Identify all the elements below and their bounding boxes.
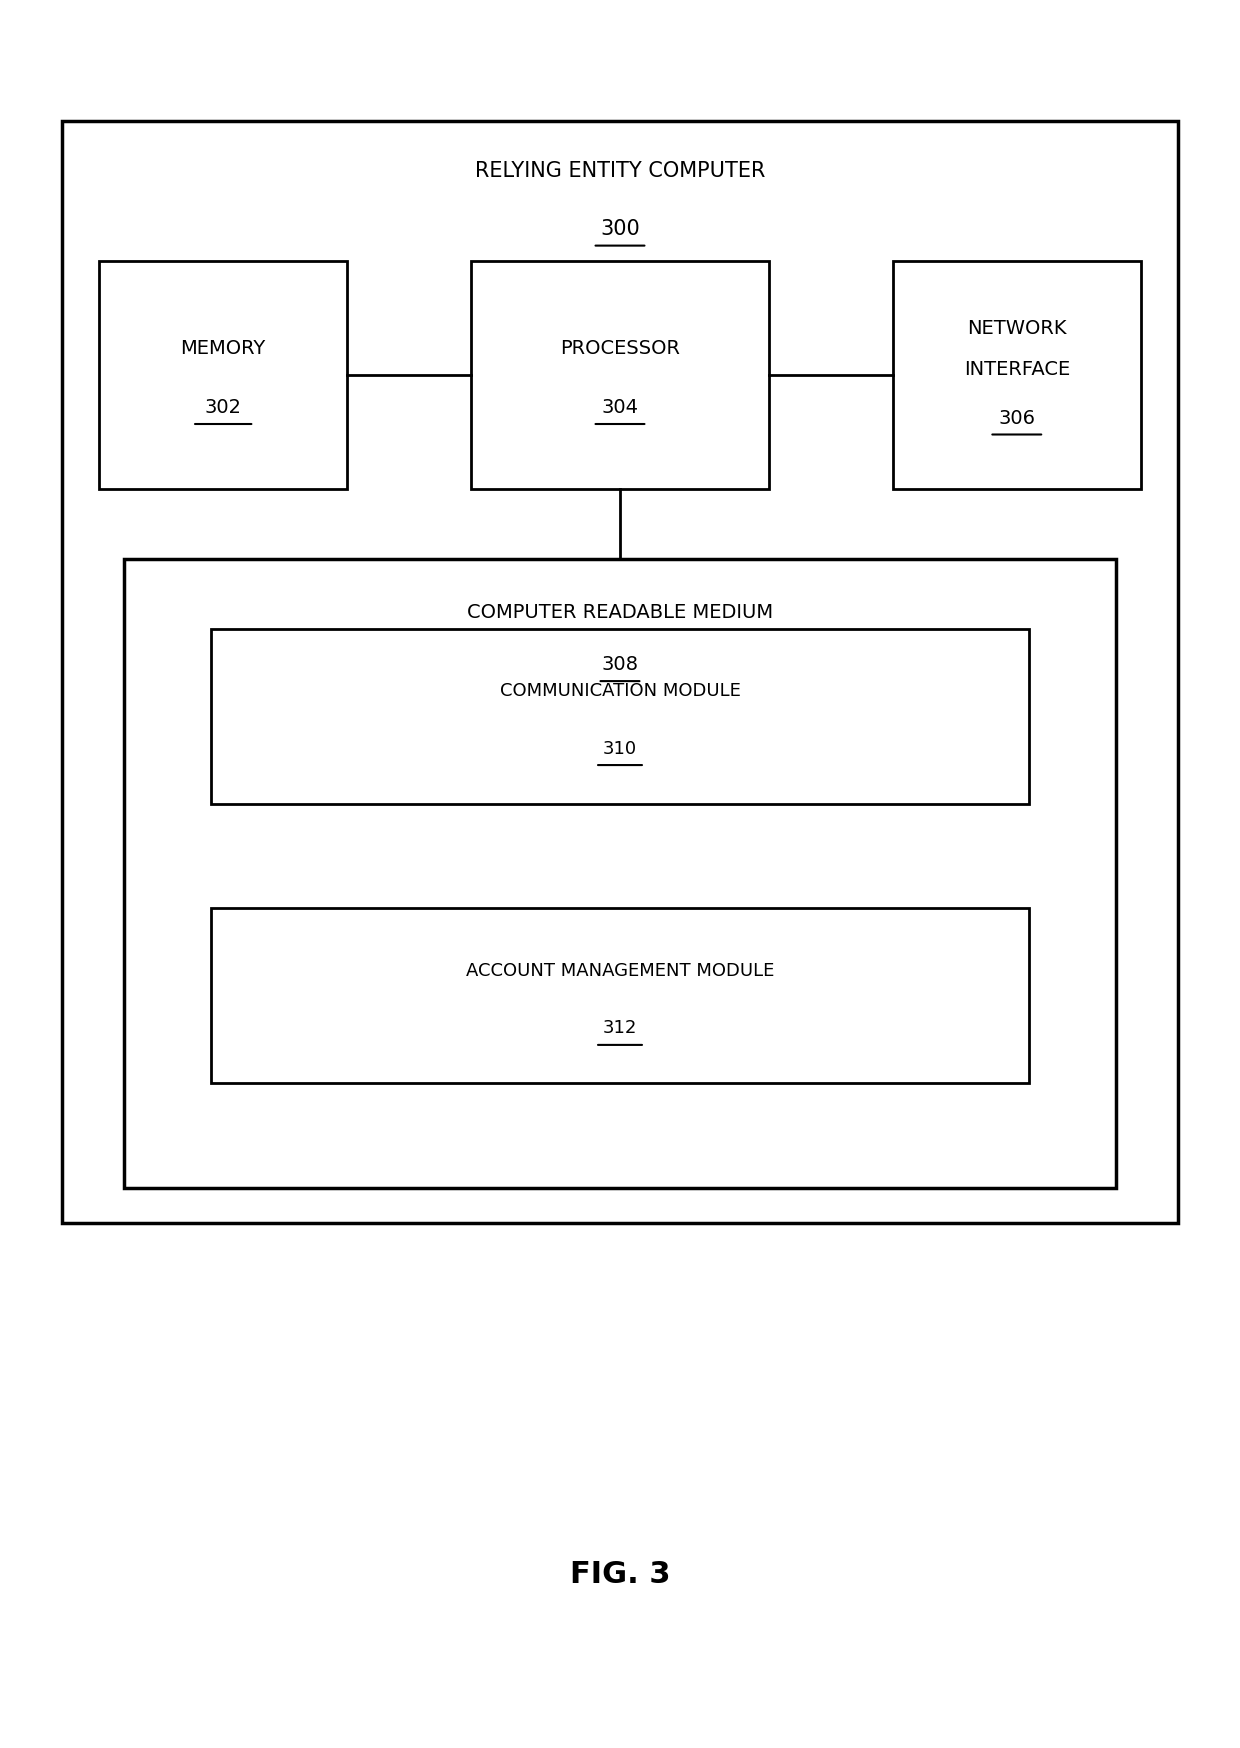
- Text: 302: 302: [205, 399, 242, 416]
- Text: 308: 308: [601, 656, 639, 673]
- Text: 306: 306: [998, 409, 1035, 427]
- Text: FIG. 3: FIG. 3: [569, 1559, 671, 1587]
- Text: COMMUNICATION MODULE: COMMUNICATION MODULE: [500, 682, 740, 699]
- Text: COMPUTER READABLE MEDIUM: COMPUTER READABLE MEDIUM: [467, 603, 773, 621]
- Text: 304: 304: [601, 399, 639, 416]
- Bar: [211, 629, 1029, 804]
- Text: MEMORY: MEMORY: [181, 339, 265, 357]
- Text: PROCESSOR: PROCESSOR: [560, 339, 680, 357]
- Text: 300: 300: [600, 218, 640, 239]
- Text: INTERFACE: INTERFACE: [963, 360, 1070, 378]
- Text: ACCOUNT MANAGEMENT MODULE: ACCOUNT MANAGEMENT MODULE: [466, 961, 774, 979]
- Text: RELYING ENTITY COMPUTER: RELYING ENTITY COMPUTER: [475, 161, 765, 182]
- Text: 310: 310: [603, 739, 637, 757]
- Text: 312: 312: [603, 1019, 637, 1037]
- Bar: [62, 122, 1178, 1224]
- Bar: [211, 909, 1029, 1084]
- Bar: [893, 262, 1141, 489]
- Bar: [99, 262, 347, 489]
- Bar: [124, 559, 1116, 1189]
- Bar: [471, 262, 769, 489]
- Text: NETWORK: NETWORK: [967, 320, 1066, 337]
